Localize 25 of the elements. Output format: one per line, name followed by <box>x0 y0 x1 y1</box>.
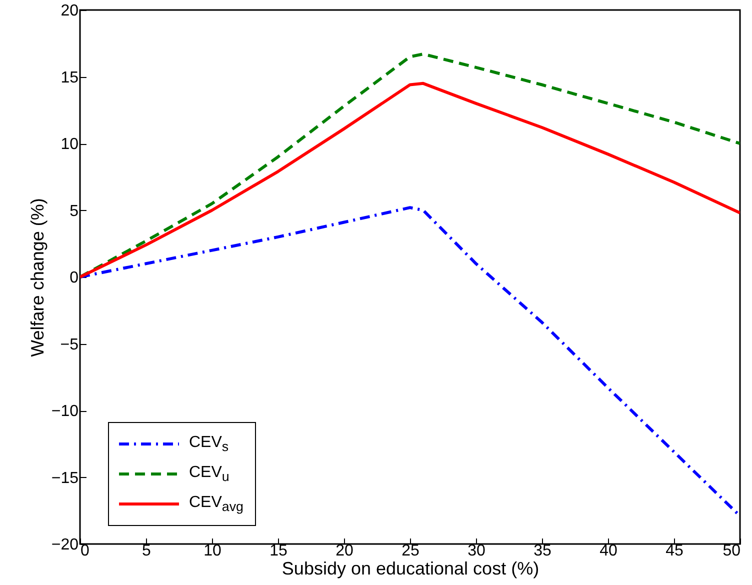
y-axis-title: Welfare change (%) <box>27 198 48 357</box>
y-tick-label: 10 <box>60 136 79 153</box>
x-tick-label: 10 <box>204 542 222 560</box>
legend-label: CEV$_{u}$ <box>189 464 230 484</box>
x-tick-label: 50 <box>722 542 741 560</box>
x-tick-label: 5 <box>142 542 152 560</box>
y-tick-label: 5 <box>70 202 79 220</box>
y-tick-label: −10 <box>51 403 79 420</box>
legend-label: CEV$_{s}$ <box>189 434 229 454</box>
y-tick-label: 20 <box>60 2 79 20</box>
x-tick-label: 25 <box>402 542 420 560</box>
y-tick-label: −20 <box>51 536 79 554</box>
x-tick-label: 20 <box>336 542 354 560</box>
x-tick-label: 30 <box>468 542 486 560</box>
y-tick-label: 15 <box>60 69 79 86</box>
x-axis-title: Subsidy on educational cost (%) <box>282 558 540 578</box>
x-tick-label: 0 <box>80 542 90 560</box>
legend-label: CEV$_{avg}$ <box>189 494 244 514</box>
x-tick-label: 15 <box>270 542 288 560</box>
y-tick-label: −15 <box>51 470 79 487</box>
y-tick-label: 0 <box>70 270 79 286</box>
y-tick-label: −5 <box>60 336 79 354</box>
x-tick-label: 35 <box>534 542 552 560</box>
x-tick-label: 45 <box>666 542 684 560</box>
x-tick-label: 40 <box>600 542 618 560</box>
